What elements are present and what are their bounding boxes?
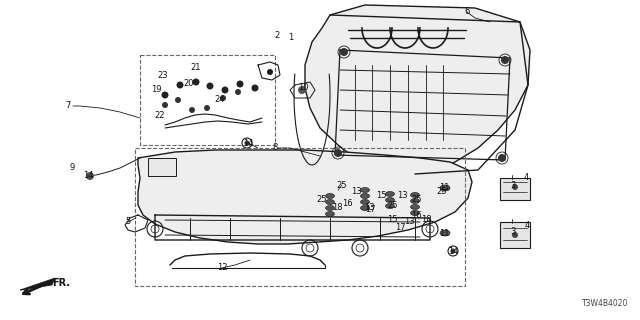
Text: 18: 18 (332, 204, 342, 212)
Circle shape (252, 84, 259, 92)
Circle shape (193, 78, 200, 85)
Ellipse shape (385, 191, 394, 196)
Text: 25: 25 (317, 196, 327, 204)
Text: 7: 7 (65, 101, 70, 110)
Circle shape (267, 69, 273, 75)
Text: 19: 19 (151, 85, 161, 94)
Circle shape (334, 149, 342, 157)
Ellipse shape (326, 212, 335, 217)
Circle shape (162, 102, 168, 108)
Text: 22: 22 (155, 110, 165, 119)
Text: 4: 4 (524, 173, 529, 182)
Ellipse shape (385, 204, 394, 209)
Circle shape (177, 82, 184, 89)
Circle shape (237, 81, 243, 87)
Text: 15: 15 (387, 215, 397, 225)
Ellipse shape (360, 205, 369, 211)
Ellipse shape (360, 188, 369, 193)
Circle shape (498, 154, 506, 162)
Text: 10: 10 (298, 84, 308, 92)
Polygon shape (138, 150, 472, 244)
Text: 14: 14 (448, 247, 458, 257)
Circle shape (501, 56, 509, 64)
Bar (135, 148, 465, 286)
Text: 25: 25 (388, 202, 398, 211)
Circle shape (244, 140, 250, 146)
Ellipse shape (440, 185, 450, 191)
Bar (148, 158, 176, 176)
Text: 13: 13 (364, 203, 374, 212)
Circle shape (189, 107, 195, 113)
Bar (140, 55, 275, 145)
Ellipse shape (326, 194, 335, 198)
Ellipse shape (360, 194, 369, 198)
Circle shape (340, 48, 348, 56)
Text: 2: 2 (275, 30, 280, 39)
Text: 4: 4 (524, 220, 530, 229)
Circle shape (175, 97, 181, 103)
Text: 1: 1 (289, 34, 294, 43)
Circle shape (235, 89, 241, 95)
Text: 14: 14 (243, 139, 253, 148)
Ellipse shape (410, 193, 419, 197)
Ellipse shape (410, 204, 419, 210)
Text: 25: 25 (436, 188, 447, 196)
Text: 25: 25 (412, 196, 422, 204)
Text: 13: 13 (351, 188, 362, 196)
Polygon shape (305, 5, 530, 174)
Ellipse shape (440, 230, 450, 236)
Ellipse shape (410, 198, 419, 204)
Polygon shape (20, 278, 55, 290)
Text: 15: 15 (376, 190, 387, 199)
Circle shape (207, 83, 214, 90)
Circle shape (161, 92, 168, 99)
Ellipse shape (410, 211, 419, 215)
Text: 3: 3 (510, 228, 516, 236)
Text: 11: 11 (439, 182, 449, 191)
Text: 18: 18 (420, 214, 431, 223)
Circle shape (204, 105, 210, 111)
Text: 11: 11 (439, 229, 449, 238)
Polygon shape (500, 178, 530, 200)
Text: 16: 16 (342, 199, 352, 209)
Text: 13: 13 (404, 218, 414, 227)
Text: 20: 20 (184, 79, 195, 89)
Text: 21: 21 (191, 63, 201, 73)
Circle shape (298, 86, 306, 94)
Ellipse shape (326, 199, 335, 204)
Text: 13: 13 (397, 191, 407, 201)
Text: 5: 5 (125, 218, 131, 227)
Circle shape (512, 232, 518, 238)
Text: 17: 17 (395, 222, 405, 231)
Circle shape (512, 184, 518, 190)
Text: FR.: FR. (52, 278, 70, 288)
Text: 16: 16 (411, 211, 421, 220)
Polygon shape (500, 222, 530, 248)
Text: 24: 24 (215, 95, 225, 105)
Circle shape (86, 172, 94, 180)
Text: 9: 9 (69, 164, 75, 172)
Text: 25: 25 (337, 180, 348, 189)
Circle shape (220, 95, 226, 101)
Text: T3W4B4020: T3W4B4020 (582, 299, 628, 308)
Text: 12: 12 (217, 263, 227, 273)
Text: 17: 17 (365, 204, 375, 213)
Circle shape (221, 86, 228, 93)
Text: 3: 3 (510, 180, 516, 189)
Text: 23: 23 (157, 70, 168, 79)
Ellipse shape (326, 205, 335, 211)
Text: 14: 14 (83, 172, 93, 180)
Ellipse shape (385, 197, 394, 203)
Text: 6: 6 (464, 7, 470, 17)
Text: 8: 8 (272, 143, 278, 153)
Circle shape (451, 249, 456, 253)
Ellipse shape (360, 199, 369, 204)
